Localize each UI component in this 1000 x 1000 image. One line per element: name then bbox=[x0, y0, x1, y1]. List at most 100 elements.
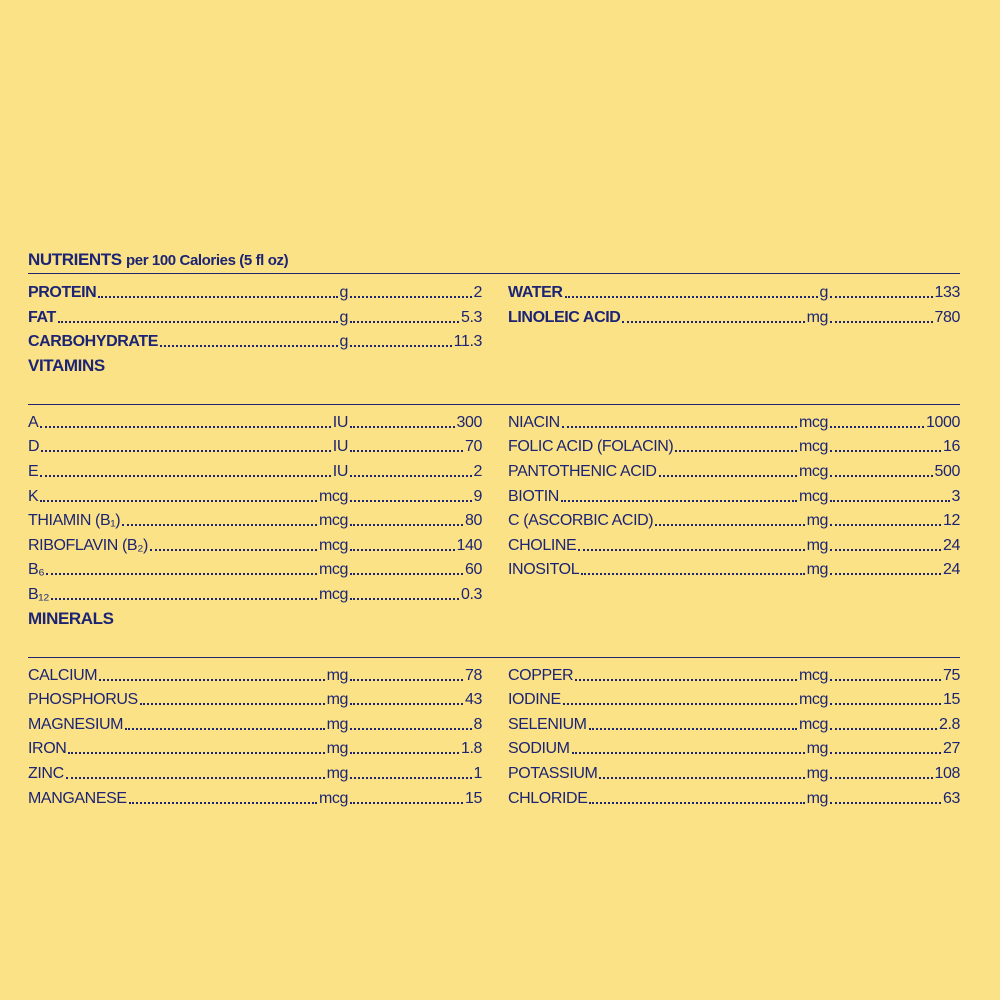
amount: 108 bbox=[934, 765, 961, 782]
unit: mcg bbox=[318, 536, 348, 554]
nutrient-row: PROTEIN g 2 bbox=[28, 281, 482, 303]
leader bbox=[40, 499, 317, 502]
name-unit: BIOTIN mcg bbox=[508, 487, 828, 507]
leader bbox=[51, 598, 317, 600]
unit: mcg bbox=[798, 413, 828, 431]
nutrient-name: D bbox=[28, 438, 40, 456]
nutrient-row: D IU 70 bbox=[28, 435, 482, 457]
leader bbox=[830, 499, 950, 502]
name-unit: A IU bbox=[28, 413, 348, 433]
unit: g bbox=[339, 308, 349, 326]
amount: 1 bbox=[473, 765, 483, 782]
nutrient-row: LINOLEIC ACID mg 780 bbox=[508, 306, 960, 328]
unit: mcg bbox=[318, 487, 348, 505]
nutrient-row: COPPER mcg 75 bbox=[508, 664, 960, 686]
name-unit: WATER g bbox=[508, 283, 828, 303]
leader bbox=[40, 425, 331, 428]
amount: 16 bbox=[943, 438, 960, 456]
name-unit: INOSITOL mg bbox=[508, 560, 828, 580]
nutrient-name: LINOLEIC ACID bbox=[508, 308, 621, 326]
nutrient-name: B₆ bbox=[28, 561, 45, 579]
unit: g bbox=[339, 284, 349, 301]
unit: mg bbox=[806, 789, 829, 807]
nutrient-row: CALCIUM mg 78 bbox=[28, 664, 482, 686]
unit: IU bbox=[332, 438, 349, 456]
amount: 11.3 bbox=[453, 333, 483, 351]
unit: mcg bbox=[798, 691, 828, 709]
leader bbox=[350, 752, 459, 755]
leader bbox=[125, 727, 325, 730]
leader bbox=[830, 777, 933, 779]
nutrient-name: THIAMIN (B₁) bbox=[28, 512, 121, 530]
nutrient-name: CHOLINE bbox=[508, 536, 577, 554]
nutrient-name: SODIUM bbox=[508, 740, 570, 758]
rule bbox=[28, 403, 960, 405]
leader bbox=[128, 801, 317, 804]
leader bbox=[830, 573, 941, 576]
leader bbox=[57, 320, 338, 323]
leader bbox=[571, 752, 805, 755]
nutrient-name: E bbox=[28, 463, 39, 480]
unit: mg bbox=[326, 666, 349, 684]
nutrient-row: SELENIUM mcg 2.8 bbox=[508, 713, 960, 735]
amount: 500 bbox=[934, 463, 961, 480]
nutrient-name: ZINC bbox=[28, 765, 64, 782]
nutrient-row: B₁₂ mcg 0.3 bbox=[28, 583, 482, 605]
name-unit: RIBOFLAVIN (B₂) mcg bbox=[28, 536, 348, 556]
nutrient-name: FOLIC ACID (FOLACIN) bbox=[508, 438, 674, 456]
leader bbox=[830, 727, 937, 730]
name-unit: PANTOTHENIC ACID mcg bbox=[508, 462, 828, 482]
leader bbox=[561, 425, 797, 428]
leader bbox=[350, 573, 463, 576]
title: NUTRIENTS per 100 Calories (5 fl oz) bbox=[28, 250, 289, 270]
rule bbox=[28, 273, 960, 274]
nutrient-name: PHOSPHORUS bbox=[28, 691, 138, 709]
amount: 133 bbox=[934, 284, 961, 301]
leader bbox=[160, 345, 338, 348]
nutrient-row: BIOTIN mcg 3 bbox=[508, 485, 960, 507]
leader bbox=[564, 296, 818, 298]
unit: mg bbox=[806, 512, 829, 530]
nutrient-row: PANTOTHENIC ACID mcg 500 bbox=[508, 460, 960, 482]
nutrient-row: PHOSPHORUS mg 43 bbox=[28, 688, 482, 710]
leader bbox=[46, 573, 317, 576]
unit: mcg bbox=[798, 438, 828, 456]
name-unit: NIACIN mcg bbox=[508, 413, 828, 433]
unit: mcg bbox=[798, 666, 828, 684]
nutrient-row: E IU 2 bbox=[28, 460, 482, 482]
amount: 15 bbox=[943, 691, 960, 709]
amount: 12 bbox=[943, 512, 960, 530]
leader bbox=[578, 548, 805, 551]
amount: 24 bbox=[943, 561, 960, 579]
name-unit: CALCIUM mg bbox=[28, 666, 348, 686]
nutrient-name: PANTOTHENIC ACID bbox=[508, 463, 657, 480]
nutrient-row: A IU 300 bbox=[28, 411, 482, 433]
nutrient-name: A bbox=[28, 413, 39, 431]
leader bbox=[350, 548, 455, 551]
unit: mcg bbox=[798, 487, 828, 505]
leader bbox=[350, 703, 463, 706]
nutrient-row: FOLIC ACID (FOLACIN) mcg 16 bbox=[508, 435, 960, 457]
leader bbox=[562, 703, 797, 706]
leader bbox=[40, 475, 331, 477]
amount: 27 bbox=[943, 740, 960, 758]
amount: 1000 bbox=[926, 413, 960, 431]
leader bbox=[830, 296, 933, 298]
unit: mg bbox=[806, 308, 829, 326]
leader bbox=[830, 320, 933, 323]
unit: mcg bbox=[318, 789, 348, 807]
nutrient-row: RIBOFLAVIN (B₂) mcg 140 bbox=[28, 534, 482, 556]
nutrient-name: BIOTIN bbox=[508, 487, 559, 505]
nutrient-name: COPPER bbox=[508, 666, 574, 684]
amount: 80 bbox=[465, 512, 482, 530]
leader bbox=[675, 450, 797, 453]
leader bbox=[122, 524, 317, 527]
amount: 70 bbox=[465, 438, 482, 456]
name-unit: MAGNESIUM mg bbox=[28, 715, 348, 735]
leader bbox=[588, 727, 797, 730]
amount: 780 bbox=[934, 308, 961, 326]
leader bbox=[560, 499, 797, 502]
nutrient-name: C (ASCORBIC ACID) bbox=[508, 512, 654, 530]
leader bbox=[41, 450, 331, 453]
